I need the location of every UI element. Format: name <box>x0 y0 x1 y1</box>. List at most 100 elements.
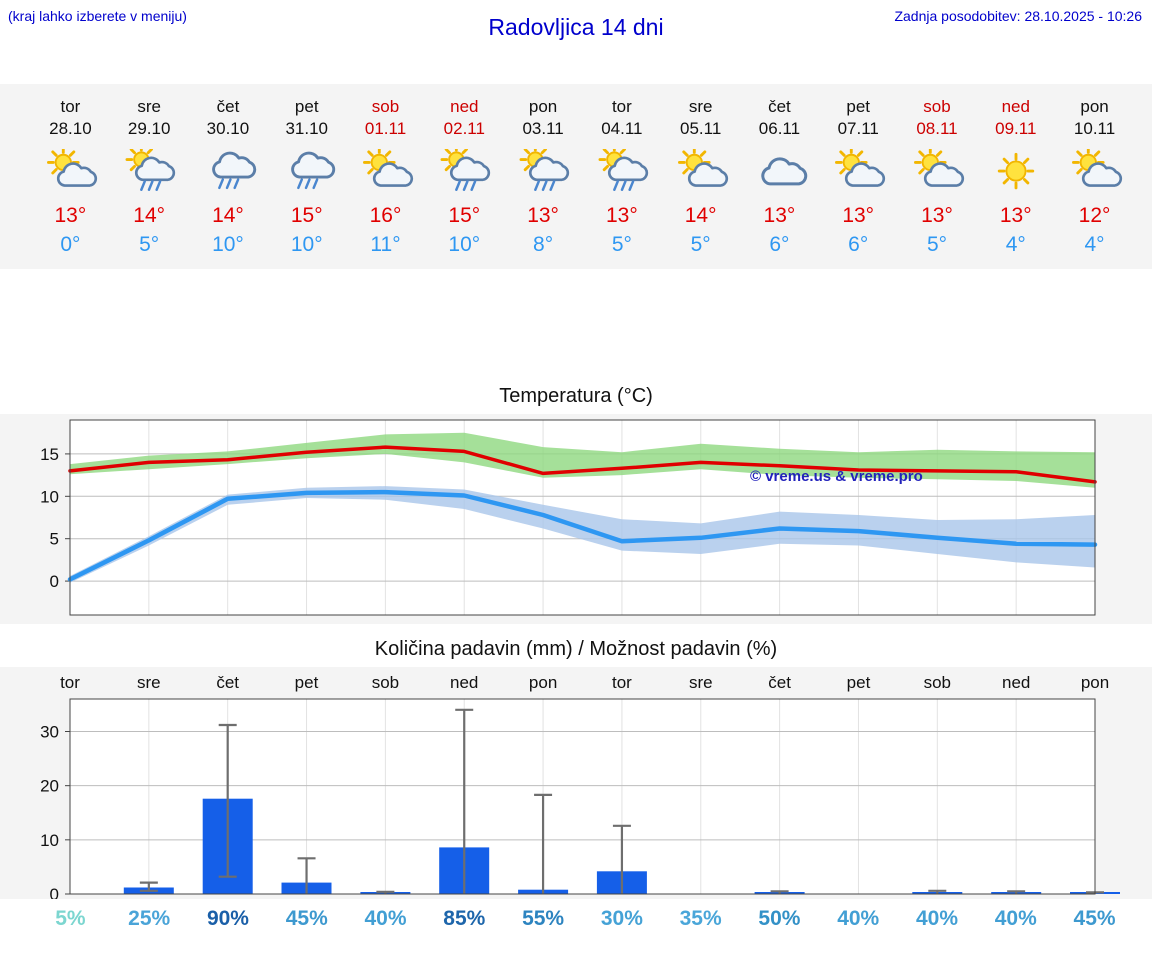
precip-probability: 90% <box>206 906 249 930</box>
sun-cloud-icon <box>835 148 886 187</box>
day-name: tor <box>611 97 632 116</box>
precipitation-whisker <box>297 856 316 894</box>
precip-probability: 40% <box>364 906 407 930</box>
day-label: sre <box>137 673 161 692</box>
max-temperature-range-band <box>70 432 1095 488</box>
weather-icon <box>740 145 819 199</box>
day-label: ned <box>450 673 478 692</box>
day-label: tor <box>60 673 80 692</box>
day-date: 08.11 <box>916 119 958 139</box>
precipitation-whisker <box>928 889 947 894</box>
temperature-chart-title: Temperatura (°C) <box>499 384 653 407</box>
precip-probability: 35% <box>679 906 722 930</box>
min-temperature: 5° <box>690 233 711 257</box>
sun-cloud-rain-icon <box>598 148 648 191</box>
forecast-day: pet 07.11 13° 6° <box>819 96 898 259</box>
y-axis-tick-label: 15 <box>40 445 59 464</box>
min-temperature: 10° <box>290 233 323 257</box>
cloud-icon <box>1081 162 1122 187</box>
forecast-day: pon 03.11 13° 8° <box>504 96 583 259</box>
min-temperature: 10° <box>448 233 481 257</box>
sun-cloud-icon <box>362 148 413 187</box>
min-temperature: 0° <box>60 233 81 257</box>
weather-icon <box>898 145 977 199</box>
min-temperature: 5° <box>926 233 948 257</box>
day-name: ned <box>1001 97 1030 116</box>
rain-icon <box>296 178 319 189</box>
forecast-day: čet 30.10 14° 10° <box>189 96 268 259</box>
weather-icon <box>504 145 583 199</box>
day-name: čet <box>768 97 791 116</box>
max-temperature: 13° <box>54 203 87 227</box>
rain-icon <box>534 180 556 191</box>
min-temperature: 8° <box>533 233 554 257</box>
max-temperature: 15° <box>290 203 323 227</box>
sun-cloud-icon <box>677 148 728 187</box>
day-name: čet <box>216 97 240 116</box>
y-axis-tick-label: 5 <box>50 529 59 548</box>
sun-cloud-icon <box>47 148 98 187</box>
precip-probability: 50% <box>758 906 801 930</box>
rain-icon <box>218 178 240 189</box>
min-temperature: 11° <box>370 233 401 257</box>
rain-icon <box>455 180 477 191</box>
max-temperature: 14° <box>212 203 244 227</box>
cloud-icon <box>212 151 257 179</box>
max-temperature: 15° <box>448 203 481 227</box>
day-date: 01.11 <box>364 119 407 139</box>
min-temperature: 6° <box>848 233 869 257</box>
max-temperature: 13° <box>999 203 1032 227</box>
cloud-icon <box>761 157 808 186</box>
cloud-icon <box>607 156 648 181</box>
max-temperature: 14° <box>133 203 166 227</box>
day-date: 29.10 <box>127 119 171 139</box>
weather-icon <box>1055 145 1134 199</box>
y-axis-tick-label: 10 <box>40 487 59 506</box>
rain-icon <box>612 180 635 191</box>
forecast-day: čet 06.11 13° 6° <box>740 96 819 259</box>
day-date: 28.10 <box>49 119 92 139</box>
temperature-chart: 0 5 10 15 © vreme.us & vreme.pro <box>40 419 1098 616</box>
header: (kraj lahko izberete v meniju) Radovljic… <box>0 0 1152 52</box>
precip-probability: 85% <box>443 906 486 930</box>
min-temperature: 6° <box>769 233 790 257</box>
min-temperature-range-band <box>70 485 1095 583</box>
precip-probability: 55% <box>522 906 565 930</box>
max-temperature: 12° <box>1078 203 1111 227</box>
day-date: 05.11 <box>680 119 722 139</box>
day-date: 10.11 <box>1073 119 1116 139</box>
day-name: sob <box>371 97 400 116</box>
day-name: pet <box>294 97 319 116</box>
y-axis-tick-label: 20 <box>40 776 59 795</box>
precipitation-whisker <box>612 824 631 894</box>
precip-probability: 40% <box>915 906 958 930</box>
precipitation-chart-section: Količina padavin (mm) / Možnost padavin … <box>0 638 1152 931</box>
min-temperature: 5° <box>139 233 160 257</box>
day-date: 31.10 <box>285 119 328 139</box>
forecast-day: sob 08.11 13° 5° <box>898 96 977 259</box>
page-title: Radovljica 14 dni <box>488 14 664 40</box>
day-date: 02.11 <box>443 119 485 139</box>
day-name: sob <box>923 97 951 116</box>
cloud-icon <box>845 162 886 187</box>
weather-icon <box>425 145 504 199</box>
weather-icon <box>976 145 1055 199</box>
weather-icon <box>189 145 268 199</box>
precipitation-whisker <box>534 793 553 894</box>
day-label: sob <box>924 673 951 692</box>
min-temperature: 4° <box>1084 233 1105 257</box>
forecast-day: pet 31.10 15° 10° <box>267 96 346 259</box>
precip-probability-row: 5% 25% 90% 45% 40% 85% 55% 30% 35% 50% 40% 40% 40% 45… <box>0 899 1152 931</box>
precip-probability: 40% <box>994 906 1037 930</box>
day-date: 03.11 <box>522 119 564 139</box>
day-label: ned <box>1002 673 1030 692</box>
forecast-day: sob 01.11 16° 11° <box>346 96 425 259</box>
weather-icon <box>31 145 110 199</box>
day-name: tor <box>60 97 81 116</box>
day-label: pet <box>847 673 871 692</box>
forecast-day: sre 29.10 14° 5° <box>110 96 189 259</box>
cloud-icon <box>529 156 570 181</box>
max-temperature: 14° <box>684 203 717 227</box>
y-axis-tick-label: 10 <box>40 830 59 849</box>
forecast-day: pon 10.11 12° 4° <box>1055 96 1134 259</box>
